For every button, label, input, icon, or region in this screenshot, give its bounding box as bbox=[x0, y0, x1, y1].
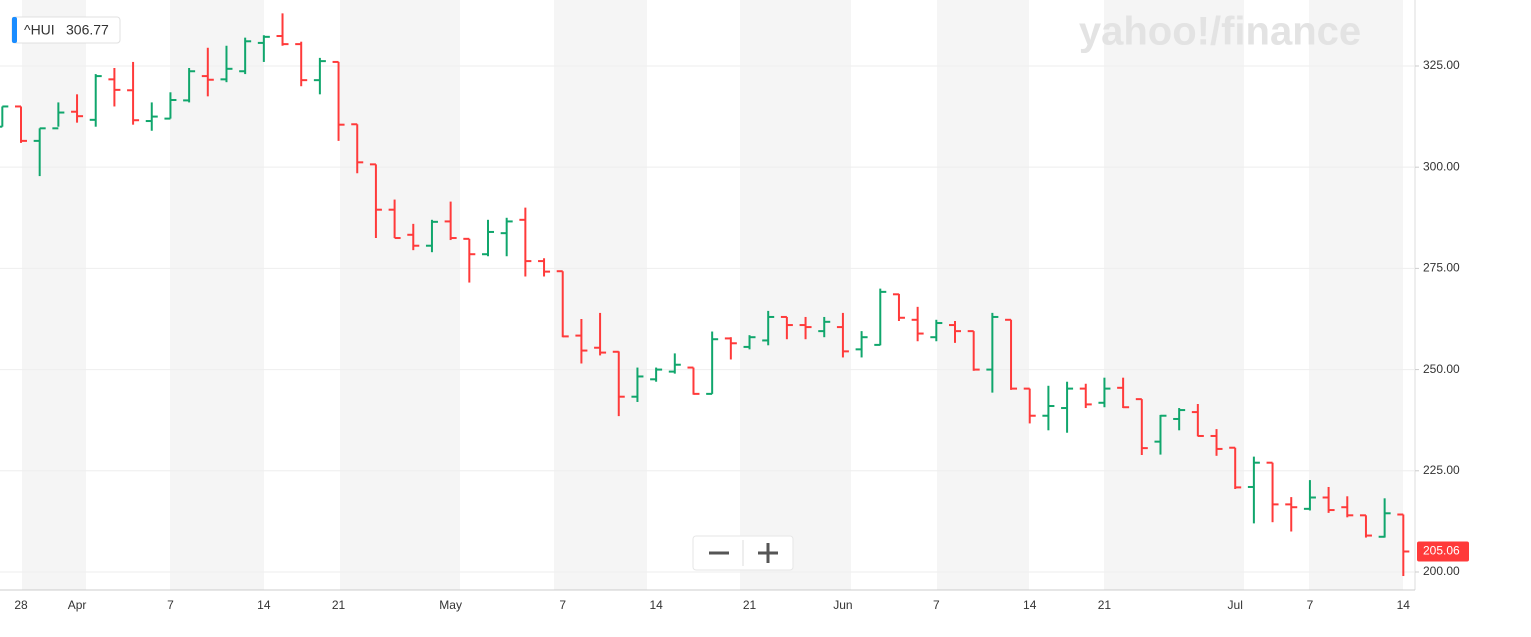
x-tick-label: 7 bbox=[167, 598, 174, 612]
y-tick-label: 225.00 bbox=[1423, 463, 1460, 477]
x-tick-label: 14 bbox=[257, 598, 271, 612]
y-tick-label: 250.00 bbox=[1423, 362, 1460, 376]
x-tick-label: 14 bbox=[649, 598, 663, 612]
quote-box: ^HUI 306.77 bbox=[11, 16, 121, 44]
band bbox=[740, 0, 851, 590]
last-price-label: 205.06 bbox=[1423, 544, 1460, 558]
x-tick-label: Jul bbox=[1228, 598, 1243, 612]
band bbox=[340, 0, 460, 590]
x-tick-label: Jun bbox=[833, 598, 852, 612]
x-tick-label: 7 bbox=[1307, 598, 1314, 612]
band bbox=[1309, 0, 1403, 590]
x-tick-label: 21 bbox=[743, 598, 757, 612]
x-tick-label: 7 bbox=[933, 598, 940, 612]
band bbox=[170, 0, 264, 590]
x-tick-label: 21 bbox=[1098, 598, 1112, 612]
y-tick-label: 325.00 bbox=[1423, 58, 1460, 72]
band bbox=[22, 0, 86, 590]
quote-marker bbox=[12, 17, 17, 43]
band bbox=[554, 0, 647, 590]
x-tick-label: 14 bbox=[1397, 598, 1411, 612]
x-tick-label: 7 bbox=[559, 598, 566, 612]
symbol: ^HUI bbox=[24, 22, 55, 38]
x-tick-label: 14 bbox=[1023, 598, 1037, 612]
watermark: yahoo!/finance bbox=[1079, 10, 1361, 54]
x-tick-label: May bbox=[439, 598, 462, 612]
x-tick-label: 28 bbox=[14, 598, 28, 612]
last-price-box bbox=[1417, 541, 1469, 562]
plot bbox=[0, 13, 1415, 577]
quote: 306.77 bbox=[66, 22, 109, 38]
band bbox=[937, 0, 1029, 590]
y-tick-label: 275.00 bbox=[1423, 261, 1460, 275]
week-bands bbox=[22, 0, 1403, 590]
x-tick-label: 21 bbox=[332, 598, 346, 612]
y-tick-label: 300.00 bbox=[1423, 159, 1460, 173]
y-tick-label: 200.00 bbox=[1423, 564, 1460, 578]
band bbox=[1104, 0, 1244, 590]
zoom-controls bbox=[692, 535, 794, 571]
x-tick-label: Apr bbox=[68, 598, 87, 612]
